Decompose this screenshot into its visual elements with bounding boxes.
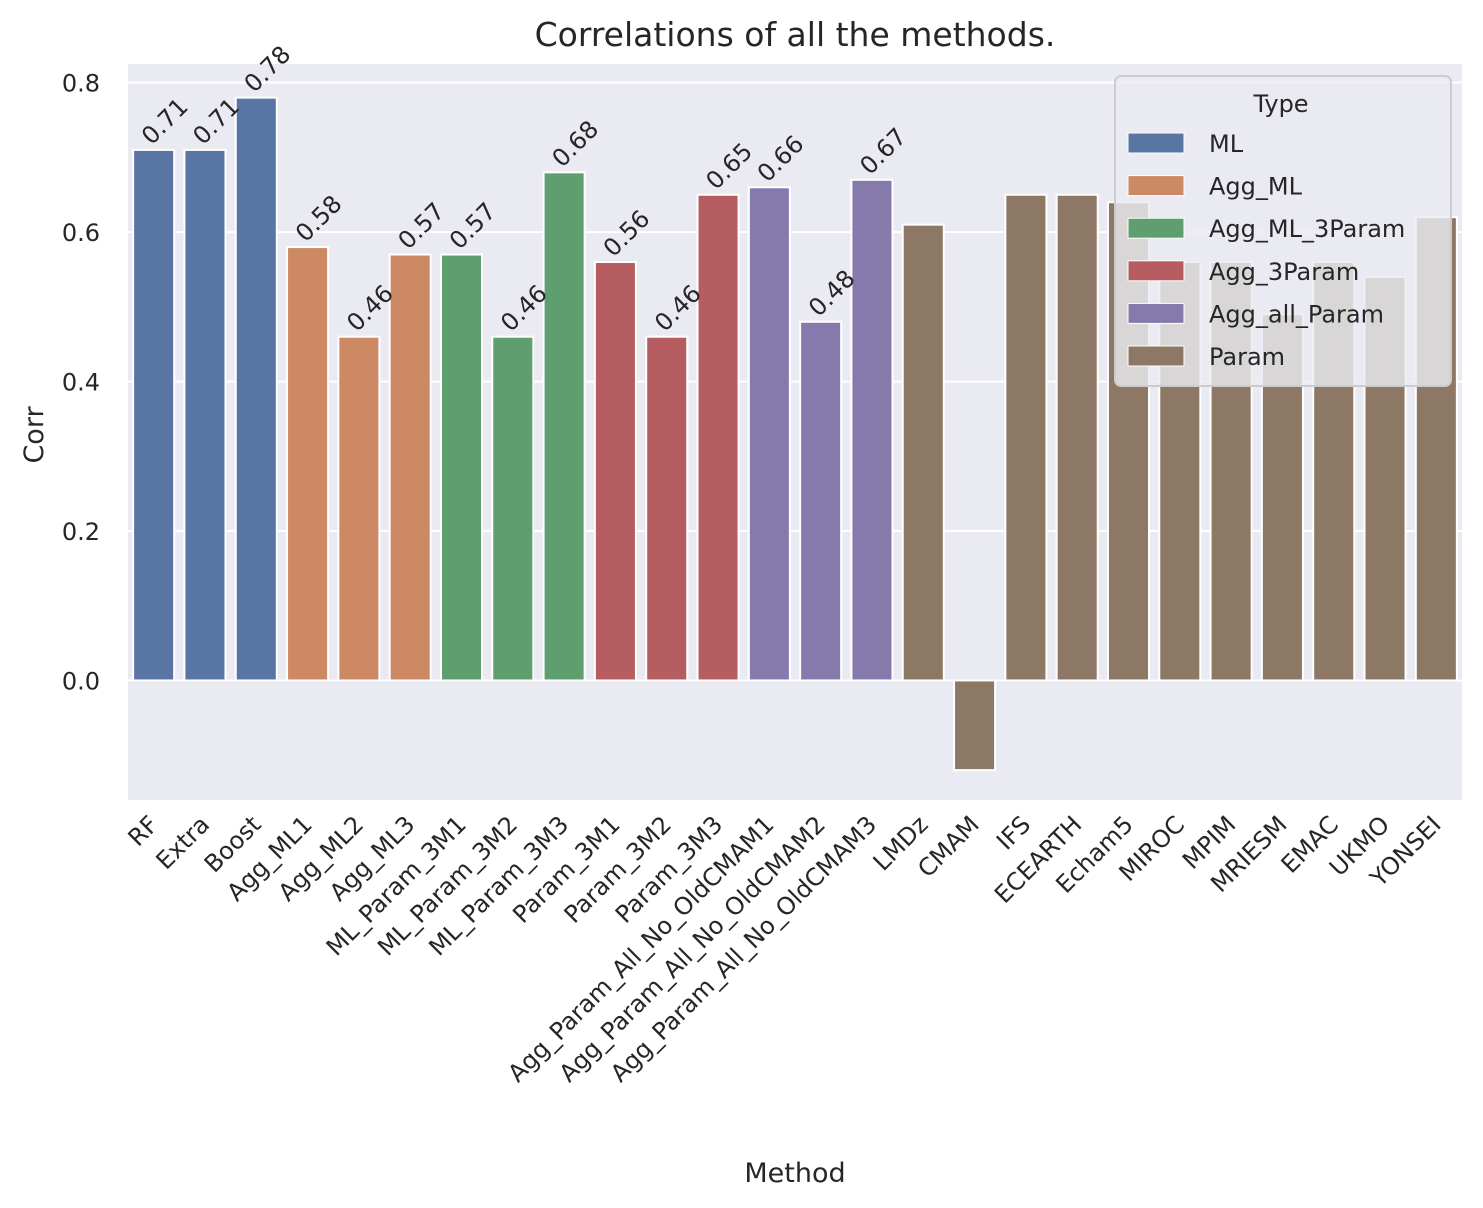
bar bbox=[542, 171, 586, 682]
bar bbox=[439, 253, 484, 682]
bar bbox=[183, 148, 227, 682]
legend-swatch bbox=[1127, 260, 1185, 282]
legend-box bbox=[1114, 75, 1452, 387]
x-axis-label: Method bbox=[744, 1158, 845, 1189]
bar bbox=[953, 679, 997, 772]
bar bbox=[799, 320, 843, 682]
x-tick-labels: RFExtraBoostAgg_ML1Agg_ML2Agg_ML3ML_Para… bbox=[123, 810, 1447, 1087]
legend-swatch bbox=[1127, 345, 1185, 367]
y-tick-label: 0.6 bbox=[62, 219, 100, 247]
bar bbox=[901, 223, 945, 682]
legend-entry-label: Param bbox=[1209, 343, 1285, 371]
legend-swatch bbox=[1127, 175, 1185, 197]
bar bbox=[491, 335, 535, 682]
bar bbox=[645, 335, 689, 682]
bar bbox=[696, 193, 740, 682]
legend-swatch bbox=[1127, 132, 1185, 154]
bar bbox=[286, 246, 330, 682]
bar bbox=[1055, 193, 1099, 682]
legend-swatch bbox=[1127, 302, 1185, 324]
legend-entry-label: ML bbox=[1209, 130, 1244, 158]
bar bbox=[388, 253, 432, 682]
bar bbox=[850, 178, 894, 682]
legend-entry-label: Agg_ML bbox=[1209, 173, 1303, 201]
y-tick-label: 0.0 bbox=[62, 667, 100, 695]
legend: Type ML Agg_ML Agg_ML_3Param Agg_3Param Agg_a… bbox=[1114, 75, 1452, 387]
legend-entry-label: Agg_3Param bbox=[1209, 258, 1359, 286]
x-tick-label: RF bbox=[123, 810, 164, 851]
chart-title: Correlations of all the methods. bbox=[535, 15, 1056, 54]
legend-entry-label: Agg_all_Param bbox=[1209, 300, 1384, 328]
legend-swatch bbox=[1127, 217, 1185, 239]
y-tick-label: 0.8 bbox=[62, 70, 100, 98]
y-tick-label: 0.2 bbox=[62, 518, 100, 546]
legend-title: Type bbox=[1252, 90, 1308, 118]
y-tick-label: 0.4 bbox=[62, 369, 100, 397]
bar bbox=[747, 186, 791, 682]
bar bbox=[337, 335, 381, 682]
bar bbox=[1004, 193, 1048, 682]
bar bbox=[234, 96, 278, 682]
bar bbox=[132, 148, 176, 682]
y-tick-labels: 0.0 0.2 0.4 0.6 0.8 bbox=[62, 70, 100, 696]
legend-entry-label: Agg_ML_3Param bbox=[1209, 215, 1405, 243]
y-axis-label: Corr bbox=[19, 406, 50, 464]
bar bbox=[593, 261, 637, 682]
